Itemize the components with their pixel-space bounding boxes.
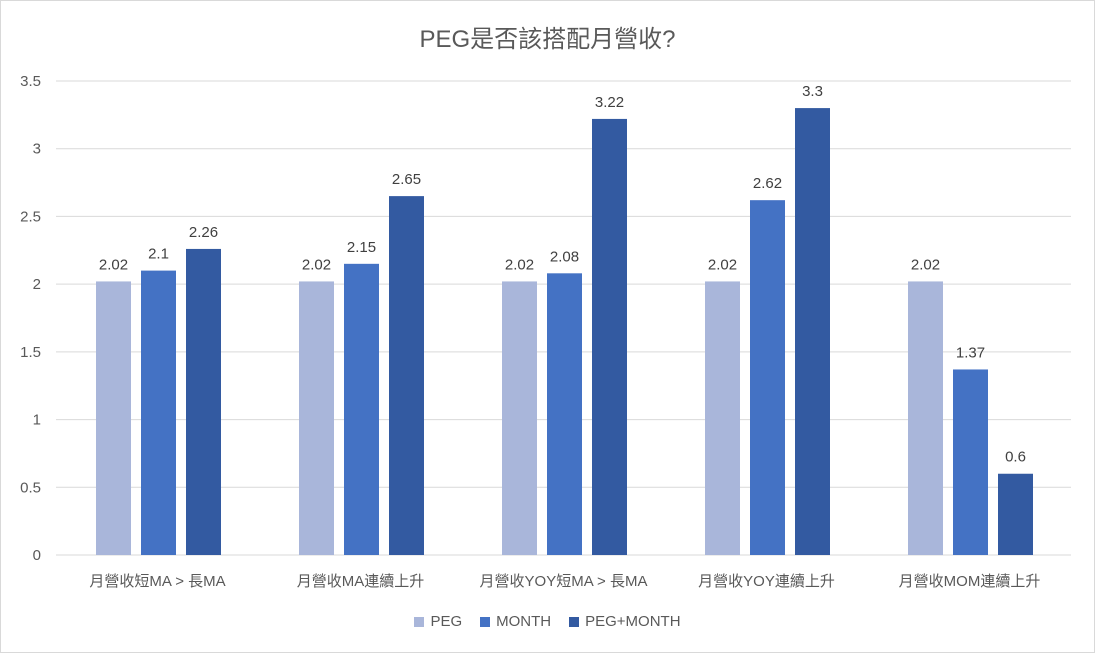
bar-month [953, 369, 988, 555]
bar-peg [502, 281, 537, 555]
legend-swatch [414, 616, 425, 627]
y-tick-label: 0 [33, 547, 41, 564]
bar-peg-month [998, 473, 1033, 555]
y-tick-label: 0.5 [20, 479, 41, 496]
legend-label: PEG+MONTH [585, 613, 681, 630]
bar-month [547, 273, 582, 555]
data-label: 3.22 [595, 94, 624, 111]
x-tick-label: 月營收短MA > 長MA [89, 573, 225, 590]
y-tick-label: 3.5 [20, 73, 41, 90]
bar-peg [96, 281, 131, 555]
y-tick-label: 3 [33, 141, 41, 158]
y-tick-label: 1.5 [20, 344, 41, 361]
legend-item: PEG [414, 613, 462, 630]
y-tick-label: 2 [33, 276, 41, 293]
data-label: 2.62 [753, 175, 782, 192]
legend-label: MONTH [496, 613, 552, 630]
bar-peg-month [186, 248, 221, 555]
data-label: 2.02 [505, 256, 534, 273]
data-label: 2.08 [550, 248, 579, 265]
legend-item: PEG+MONTH [569, 613, 681, 630]
data-label: 2.15 [347, 239, 376, 256]
data-label: 2.1 [148, 246, 169, 263]
data-label: 2.26 [189, 224, 218, 241]
bar-peg-month [389, 196, 424, 555]
bar-peg-month [795, 108, 830, 555]
x-tick-label: 月營收YOY連續上升 [698, 573, 835, 590]
x-tick-label: 月營收YOY短MA > 長MA [480, 573, 648, 590]
bar-peg [705, 281, 740, 555]
y-tick-label: 2.5 [20, 208, 41, 225]
bar-month [750, 200, 785, 556]
data-label: 2.65 [392, 171, 421, 188]
data-label: 1.37 [956, 344, 985, 361]
x-tick-label: 月營收MA連續上升 [297, 573, 425, 590]
y-tick-label: 1 [33, 412, 41, 429]
bar-month [141, 270, 176, 555]
legend-swatch [480, 616, 491, 627]
data-label: 0.6 [1005, 449, 1026, 466]
legend-swatch [569, 616, 580, 627]
legend-label: PEG [430, 613, 463, 630]
bar-peg-month [592, 118, 627, 556]
data-label: 3.3 [802, 83, 823, 100]
data-label: 2.02 [911, 256, 940, 273]
bar-peg [908, 281, 943, 555]
chart-title: PEG是否該搭配月營收? [419, 26, 676, 53]
data-label: 2.02 [302, 256, 331, 273]
bar-peg [299, 281, 334, 555]
legend: PEG MONTH PEG+MONTH [1, 613, 1094, 630]
bar-month [344, 263, 379, 555]
data-label: 2.02 [99, 256, 128, 273]
data-label: 2.02 [708, 256, 737, 273]
legend-item: MONTH [480, 613, 551, 630]
x-tick-label: 月營收MOM連續上升 [899, 573, 1041, 590]
